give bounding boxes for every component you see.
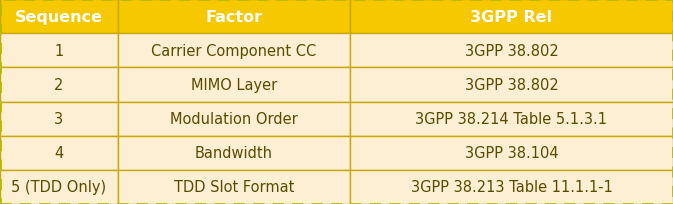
Bar <box>0 0 118 34</box>
Bar <box>0 136 118 170</box>
Text: 4: 4 <box>55 145 63 161</box>
Text: Factor: Factor <box>205 10 262 24</box>
Bar <box>118 68 350 102</box>
Text: Carrier Component CC: Carrier Component CC <box>151 43 316 59</box>
Text: 3GPP 38.214 Table 5.1.3.1: 3GPP 38.214 Table 5.1.3.1 <box>415 112 608 126</box>
Text: 5 (TDD Only): 5 (TDD Only) <box>11 180 106 194</box>
Text: 3GPP Rel: 3GPP Rel <box>470 10 553 24</box>
Bar <box>350 102 673 136</box>
Text: TDD Slot Format: TDD Slot Format <box>174 180 294 194</box>
Bar <box>350 0 673 34</box>
Bar <box>118 102 350 136</box>
Bar <box>118 170 350 204</box>
Bar <box>350 136 673 170</box>
Text: 1: 1 <box>55 43 63 59</box>
Text: 3: 3 <box>55 112 63 126</box>
Text: 3GPP 38.802: 3GPP 38.802 <box>464 43 559 59</box>
Bar <box>0 34 118 68</box>
Bar <box>0 68 118 102</box>
Bar <box>350 68 673 102</box>
Bar <box>0 102 118 136</box>
Text: 3GPP 38.104: 3GPP 38.104 <box>464 145 559 161</box>
Text: Modulation Order: Modulation Order <box>170 112 297 126</box>
Bar <box>118 34 350 68</box>
Bar <box>118 0 350 34</box>
Text: 2: 2 <box>55 78 63 92</box>
Text: 3GPP 38.802: 3GPP 38.802 <box>464 78 559 92</box>
Bar <box>118 136 350 170</box>
Bar <box>350 34 673 68</box>
Text: Bandwidth: Bandwidth <box>195 145 273 161</box>
Bar <box>0 170 118 204</box>
Text: Sequence: Sequence <box>15 10 103 24</box>
Text: 3GPP 38.213 Table 11.1.1-1: 3GPP 38.213 Table 11.1.1-1 <box>411 180 612 194</box>
Text: MIMO Layer: MIMO Layer <box>190 78 277 92</box>
Bar <box>350 170 673 204</box>
